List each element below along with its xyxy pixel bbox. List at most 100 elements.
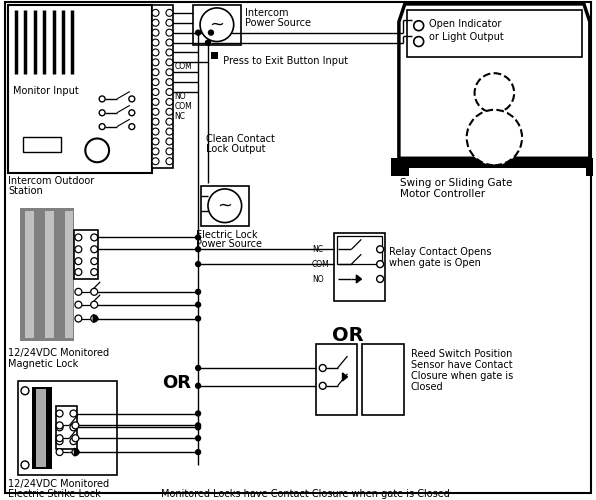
Circle shape (166, 148, 173, 155)
Circle shape (195, 450, 201, 454)
Circle shape (91, 246, 98, 253)
Text: Power Source: Power Source (196, 240, 262, 250)
Circle shape (152, 49, 159, 56)
Text: Power Source: Power Source (244, 18, 311, 28)
Text: Swing or Sliding Gate: Swing or Sliding Gate (400, 178, 513, 188)
Circle shape (70, 410, 77, 417)
Text: COM: COM (175, 62, 192, 72)
Bar (64, 210, 73, 338)
Circle shape (152, 20, 159, 26)
Text: when gate is Open: when gate is Open (389, 258, 481, 268)
Circle shape (75, 315, 82, 322)
Text: 12/24VDC Monitored: 12/24VDC Monitored (8, 348, 109, 358)
Text: ~: ~ (209, 16, 224, 34)
Circle shape (166, 108, 173, 115)
Circle shape (166, 138, 173, 145)
Bar (334, 234, 385, 300)
Circle shape (72, 422, 79, 429)
Circle shape (195, 235, 201, 240)
Text: Relay Contact Opens: Relay Contact Opens (389, 248, 492, 258)
Circle shape (195, 366, 201, 370)
Circle shape (377, 276, 384, 282)
Text: or Light Output: or Light Output (429, 32, 504, 42)
Circle shape (91, 268, 98, 276)
Bar (201, 186, 249, 226)
Bar (45, 210, 54, 338)
Circle shape (152, 138, 159, 145)
Circle shape (70, 424, 77, 431)
Circle shape (195, 30, 201, 35)
Circle shape (56, 435, 63, 442)
Circle shape (152, 59, 159, 66)
Bar (586, 168, 596, 176)
Circle shape (72, 448, 79, 456)
Text: NC: NC (312, 246, 323, 254)
Circle shape (91, 315, 98, 322)
Text: Reed Switch Position: Reed Switch Position (411, 349, 512, 359)
Text: Closed: Closed (411, 382, 443, 392)
Circle shape (195, 290, 201, 294)
Circle shape (166, 88, 173, 96)
Circle shape (208, 189, 241, 222)
Circle shape (129, 124, 135, 130)
Circle shape (319, 382, 326, 390)
Circle shape (152, 108, 159, 115)
Circle shape (152, 98, 159, 105)
Circle shape (152, 69, 159, 75)
Text: OR: OR (162, 374, 191, 392)
Circle shape (166, 78, 173, 86)
Circle shape (195, 425, 201, 430)
Circle shape (166, 20, 173, 26)
Bar (193, 5, 241, 44)
Circle shape (56, 424, 63, 431)
Text: Intercom Outdoor: Intercom Outdoor (8, 176, 94, 186)
Circle shape (166, 158, 173, 164)
Circle shape (99, 96, 105, 102)
Circle shape (152, 88, 159, 96)
Circle shape (21, 387, 29, 394)
Circle shape (414, 21, 424, 30)
Circle shape (166, 39, 173, 46)
Circle shape (206, 40, 210, 45)
Circle shape (75, 246, 82, 253)
Circle shape (72, 435, 79, 442)
Circle shape (195, 436, 201, 440)
Circle shape (195, 423, 201, 428)
Circle shape (56, 448, 63, 456)
Text: Closure when gate is: Closure when gate is (411, 371, 513, 381)
Circle shape (377, 246, 384, 253)
Text: Magnetic Lock: Magnetic Lock (8, 359, 79, 369)
Text: Intercom: Intercom (244, 8, 288, 18)
Text: NO: NO (312, 275, 324, 284)
Text: Monitor Input: Monitor Input (13, 86, 79, 96)
Text: NO: NO (175, 92, 186, 101)
Circle shape (195, 384, 201, 388)
Circle shape (85, 138, 109, 162)
Bar (36, 389, 46, 467)
Circle shape (195, 262, 201, 266)
Circle shape (91, 301, 98, 308)
Circle shape (195, 247, 201, 252)
Text: Clean Contact: Clean Contact (206, 134, 275, 143)
Text: Open Indicator: Open Indicator (429, 19, 501, 29)
Text: COM: COM (175, 102, 192, 111)
Polygon shape (356, 275, 361, 283)
Polygon shape (399, 4, 590, 158)
Bar (151, 5, 173, 168)
Circle shape (166, 29, 173, 36)
Circle shape (75, 288, 82, 296)
Circle shape (99, 110, 105, 116)
Circle shape (467, 110, 522, 165)
Bar (391, 168, 409, 176)
Text: NC: NC (175, 112, 185, 121)
Bar (74, 230, 98, 279)
Text: OR: OR (331, 326, 364, 345)
Circle shape (377, 260, 384, 268)
Circle shape (75, 258, 82, 264)
Circle shape (152, 29, 159, 36)
Circle shape (166, 128, 173, 135)
Polygon shape (343, 373, 347, 381)
Circle shape (70, 438, 77, 444)
Circle shape (56, 438, 63, 444)
Bar (8, 5, 151, 173)
